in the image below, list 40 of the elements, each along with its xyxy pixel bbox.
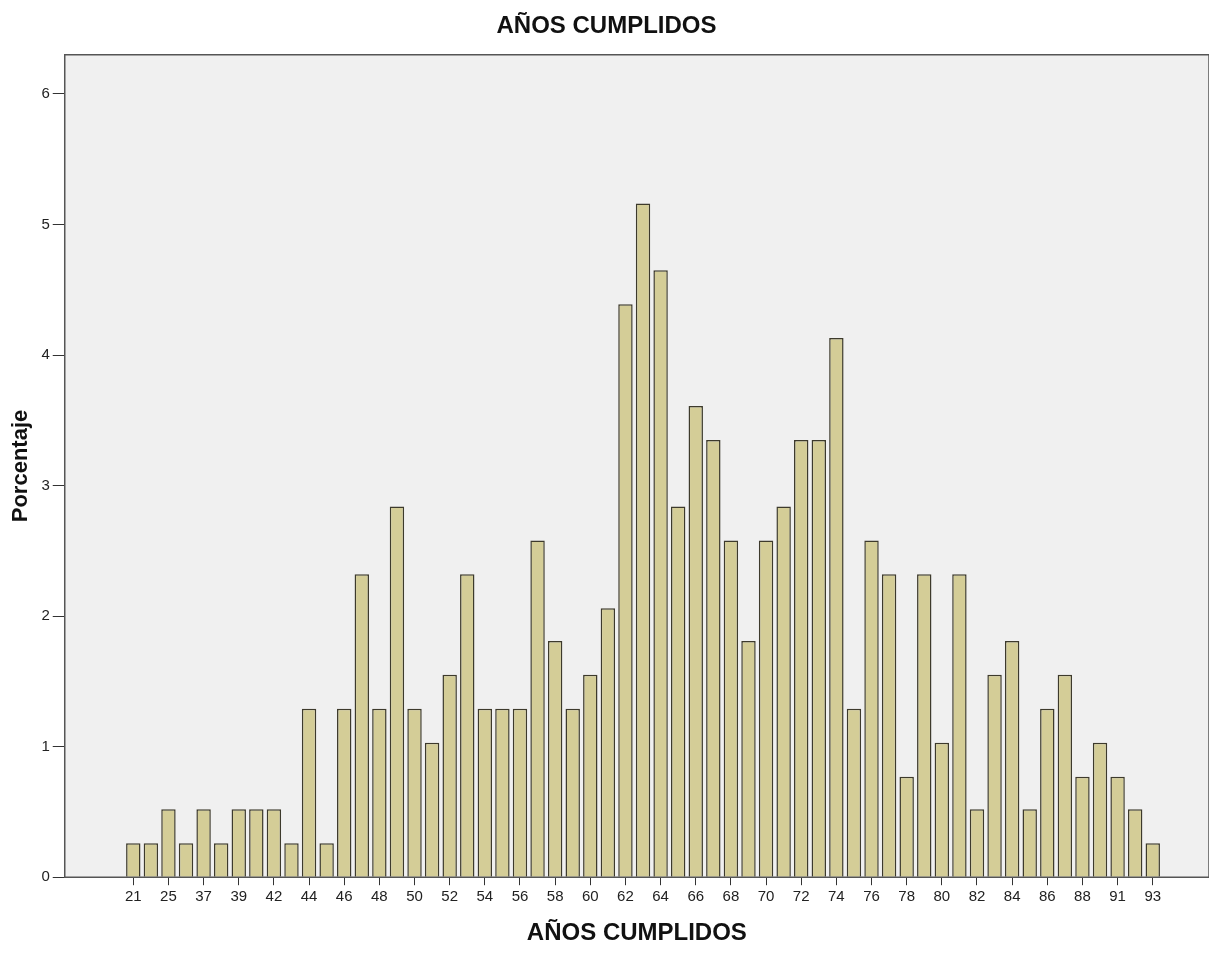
x-tick-label: 60 [581,887,599,905]
chart-title: AÑOS CUMPLIDOS [496,11,717,39]
x-tick-label: 76 [863,887,880,905]
x-tick-label: 50 [406,887,423,905]
x-tick-label: 84 [1003,887,1021,905]
y-tick-label: 3 [41,475,50,493]
x-axis-title: AÑOS CUMPLIDOS [526,918,747,946]
x-tick-label: 66 [687,887,705,905]
x-tick-label: 42 [265,887,283,905]
x-tick-label: 54 [476,887,494,905]
x-tick-label: 44 [300,887,318,905]
y-tick-label: 4 [41,345,50,363]
x-tick-label: 74 [828,887,845,905]
x-tick-label: 68 [722,887,740,905]
y-axis-title: Porcentaje [7,409,33,523]
x-tick-label: 64 [652,887,669,905]
x-tick-label: 21 [124,887,142,905]
x-tick-label: 25 [160,887,177,905]
x-tick-label: 48 [371,887,388,905]
y-tick-label: 6 [41,84,50,102]
x-tick-label: 46 [335,887,353,905]
x-tick-label: 62 [617,887,634,905]
x-tick-label: 37 [195,887,212,905]
x-tick-label: 91 [1109,887,1126,905]
x-tick-label: 52 [441,887,459,905]
x-tick-label: 82 [968,887,986,905]
x-tick-label: 78 [898,887,916,905]
x-tick-label: 70 [757,887,775,905]
x-tick-label: 56 [511,887,529,905]
x-tick-label: 72 [792,887,810,905]
x-tick-label: 80 [933,887,951,905]
x-tick-label: 88 [1074,887,1091,905]
x-tick-label: 39 [230,887,248,905]
y-tick-label: 2 [41,606,50,624]
x-tick-label: 58 [546,887,564,905]
x-tick-label: 93 [1144,887,1162,905]
x-tick-label: 86 [1038,887,1056,905]
y-tick-label: 0 [41,867,50,885]
y-tick-label: 5 [41,214,50,232]
y-tick-label: 1 [41,736,50,754]
